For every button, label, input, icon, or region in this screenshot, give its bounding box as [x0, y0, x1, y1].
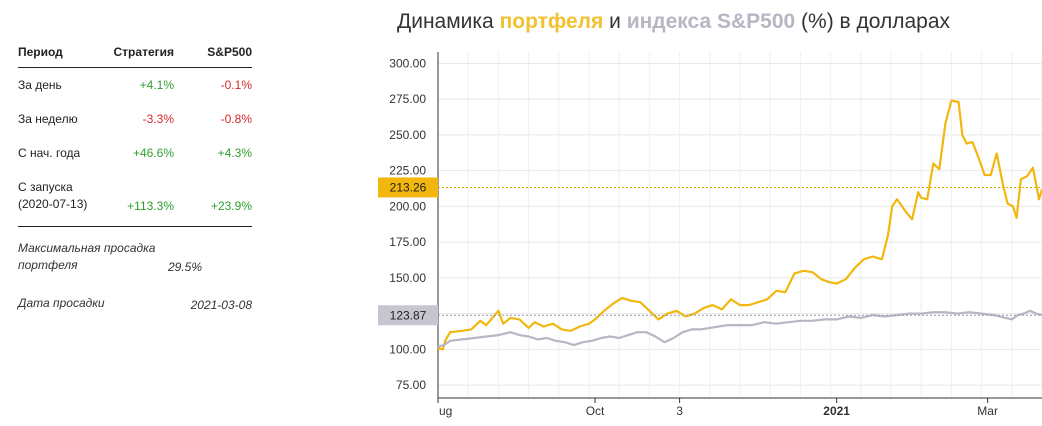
y-tick-label: 100.00	[389, 342, 426, 356]
portfolio-last-value-label: 213.26	[390, 180, 427, 194]
y-axis-ticks: 75.00100.00125.00150.00175.00200.00225.0…	[389, 56, 426, 392]
row-label: За день	[18, 78, 62, 92]
x-tick-label: Oct	[586, 404, 605, 418]
series-layer	[437, 99, 1042, 351]
header-period: Период	[18, 44, 63, 59]
drawdown-date-row: Дата просадки 2021-03-08	[18, 278, 252, 316]
x-tick-label: 2021	[823, 404, 850, 418]
drawdown-date-value: 2021-03-08	[190, 298, 252, 312]
title-suffix: (%) в долларах	[795, 10, 951, 33]
portfolio-line	[437, 99, 1042, 351]
chart-title: Динамика портфеля и индекса S&P500 (%) в…	[397, 10, 950, 34]
portfolio-last-value-badge	[378, 177, 438, 198]
x-tick-label: ug	[439, 404, 452, 418]
max-drawdown-row: Максимальная просадка портфеля 29.5%	[18, 227, 252, 278]
x-tick-label: 3	[676, 404, 683, 418]
strategy-value: +46.6%	[132, 146, 174, 160]
stats-divider	[18, 226, 252, 227]
header-strategy: Стратегия	[113, 44, 174, 59]
y-tick-label: 300.00	[389, 56, 426, 70]
y-tick-label: 175.00	[389, 235, 426, 249]
y-tick-label: 150.00	[389, 271, 426, 285]
index-last-value-label: 123.87	[390, 308, 427, 322]
sp500-value: +4.3%	[217, 146, 252, 160]
strategy-value: -3.3%	[142, 112, 174, 126]
strategy-value: +113.3%	[127, 199, 174, 213]
grid-layer	[437, 52, 1042, 399]
y-tick-label: 275.00	[389, 92, 426, 106]
title-middle: и	[603, 10, 627, 33]
sp500-value: +23.9%	[210, 199, 252, 213]
stats-row-day: За день +4.1% -0.1%	[18, 68, 252, 102]
last-value-badges: 213.26 123.87	[378, 177, 1042, 326]
x-axis-ticks: ug Oct 3 2021 Mar	[437, 398, 998, 418]
stats-header-row: Период Стратегия S&P500	[18, 36, 252, 68]
sp500-value: -0.8%	[220, 112, 252, 126]
stats-row-week: За неделю -3.3% -0.8%	[18, 102, 252, 136]
drawdown-date-label: Дата просадки	[18, 296, 105, 310]
sp500-value: -0.1%	[220, 78, 252, 92]
stats-row-ytd: С нач. года +46.6% +4.3%	[18, 136, 252, 170]
row-label: С нач. года	[18, 146, 81, 160]
strategy-value: +4.1%	[139, 78, 174, 92]
max-drawdown-value: 29.5%	[168, 260, 203, 274]
y-tick-label: 225.00	[389, 164, 426, 178]
title-series-index: индекса S&P500	[626, 10, 796, 33]
title-prefix: Динамика	[397, 10, 500, 33]
x-tick-label: Mar	[977, 404, 998, 418]
title-series-portfolio: портфеля	[499, 10, 604, 33]
stats-table: Период Стратегия S&P500 За день +4.1% -0…	[18, 36, 252, 316]
index-last-value-badge	[378, 305, 438, 326]
y-tick-label: 200.00	[389, 199, 426, 213]
index-line	[437, 309, 1042, 348]
row-label: С запуска (2020-07-13)	[18, 180, 88, 211]
y-tick-label: 75.00	[396, 378, 426, 392]
header-sp500: S&P500	[207, 44, 252, 59]
max-drawdown-label: Максимальная просадка портфеля	[18, 241, 156, 272]
row-label: За неделю	[18, 112, 78, 126]
stats-row-since-launch: С запуска (2020-07-13) +113.3% +23.9%	[18, 170, 252, 222]
y-tick-label: 250.00	[389, 128, 426, 142]
